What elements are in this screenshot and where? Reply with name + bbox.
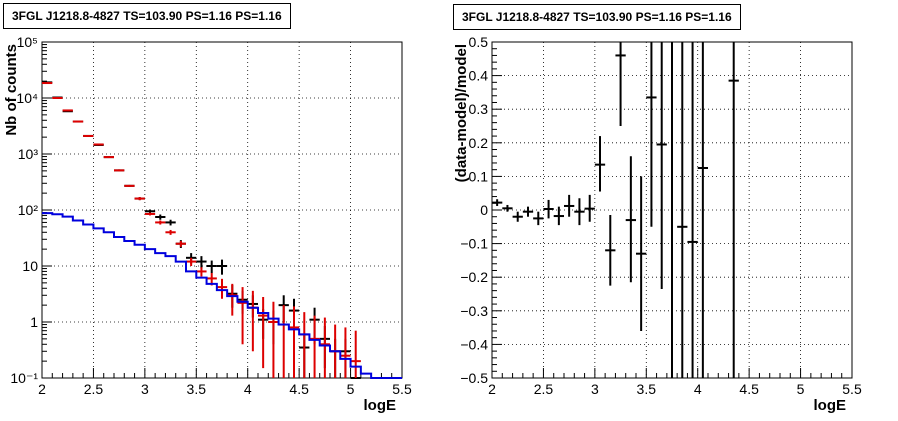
x-tick-label: 2	[38, 381, 46, 397]
left-chart-title: 3FGL J1218.8-4827 TS=103.90 PS=1.16 PS=1…	[3, 3, 291, 29]
y-tick-label: 10³	[18, 146, 39, 162]
y-tick-label: 10⁻¹	[10, 370, 38, 386]
x-tick-label: 2.5	[534, 381, 554, 397]
x-tick-label: 3	[591, 381, 599, 397]
x-tick-label: 2	[488, 381, 496, 397]
x-tick-label: 5	[347, 381, 355, 397]
right-chart-title: 3FGL J1218.8-4827 TS=103.90 PS=1.16 PS=1…	[453, 4, 741, 30]
x-tick-label: 3.5	[637, 381, 657, 397]
y-tick-label: 0.2	[469, 135, 489, 151]
y-tick-label: 0.3	[469, 101, 489, 117]
y-tick-label: −0.2	[460, 269, 488, 285]
y-tick-label: −0.5	[460, 370, 488, 386]
y-tick-label: −0.3	[460, 303, 488, 319]
x-tick-label: 4	[694, 381, 702, 397]
y-tick-label: 10⁵	[17, 34, 38, 50]
y-tick-label: 0	[480, 202, 488, 218]
x-tick-label: 5.5	[842, 381, 862, 397]
y-tick-label: −0.4	[460, 336, 488, 352]
model-histogram-line	[42, 212, 402, 379]
y-tick-label: 10⁴	[16, 90, 38, 106]
y-tick-label: 10²	[18, 202, 39, 218]
x-axis-label: logE	[814, 397, 847, 414]
x-tick-label: 2.5	[84, 381, 104, 397]
y-tick-label: 10	[22, 258, 38, 274]
y-axis-label: (data-model)/model	[453, 44, 470, 182]
x-tick-label: 5.5	[392, 381, 412, 397]
y-axis-label: Nb of counts	[3, 44, 20, 136]
y-tick-label: 0.4	[469, 68, 489, 84]
x-tick-label: 5	[797, 381, 805, 397]
y-tick-label: 1	[30, 314, 38, 330]
counts-panel: 2 2.5 3 3.5 4 4.5 5 5.5 10⁻¹ 1 10 10² 10³ 10⁴ 10⁵ logE N…	[3, 34, 412, 414]
x-tick-label: 3.5	[187, 381, 207, 397]
x-tick-label: 4.5	[739, 381, 759, 397]
y-tick-label: −0.1	[460, 236, 488, 252]
x-tick-label: 4.5	[289, 381, 309, 397]
x-tick-label: 4	[244, 381, 252, 397]
plot-frame	[41, 41, 403, 379]
x-axis-label: logE	[364, 397, 397, 414]
residuals-panel: 2 2.5 3 3.5 4 4.5 5 5.5 −0.5 −0.4 −0.3 −0.2 −0.1 0 0.1…	[453, 34, 862, 414]
y-tick-label: 0.5	[469, 34, 489, 50]
x-tick-label: 3	[141, 381, 149, 397]
y-tick-label: 0.1	[469, 168, 489, 184]
